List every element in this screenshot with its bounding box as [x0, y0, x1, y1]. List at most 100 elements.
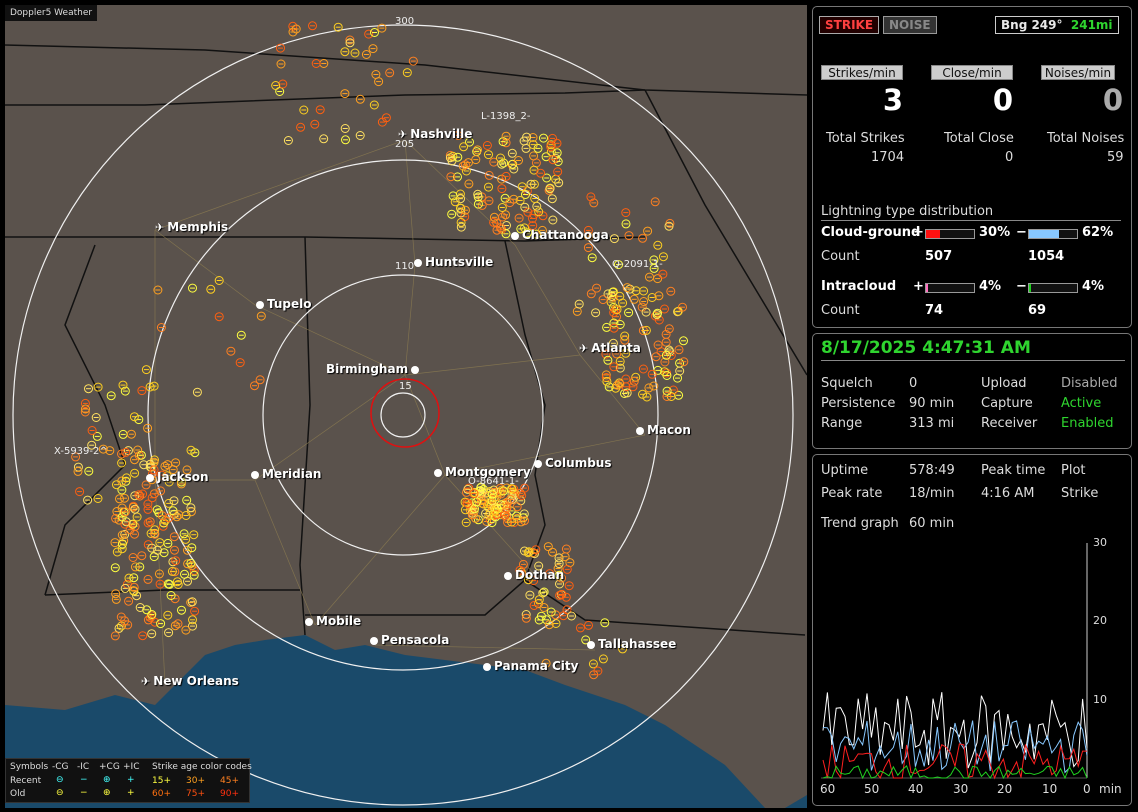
strike-marker-icon — [150, 529, 160, 539]
strike-marker-icon — [114, 623, 124, 633]
noise-button[interactable]: NOISE — [883, 16, 937, 34]
strike-marker-icon — [456, 208, 466, 218]
strike-marker-icon — [598, 654, 608, 664]
city-chattanooga: Chattanooga — [511, 228, 609, 242]
persistence-value: 90 min — [909, 396, 955, 411]
strike-marker-icon — [182, 495, 192, 505]
strike-marker-icon — [111, 589, 121, 599]
strike-marker-icon — [71, 452, 81, 462]
strike-marker-icon — [278, 79, 288, 89]
strike-marker-icon — [186, 503, 196, 513]
strike-marker-icon — [92, 431, 102, 441]
strike-marker-icon — [624, 231, 634, 241]
strike-marker-icon — [653, 308, 662, 318]
strike-marker-icon — [291, 24, 301, 34]
strike-button[interactable]: STRIKE — [819, 16, 880, 34]
storm-cell-label[interactable]: X-5939-2^ — [54, 446, 108, 457]
lightning-map[interactable]: Doppler5 Weather 300 205 110 15 ✈ Nashvil… — [5, 5, 807, 808]
capture-label: Capture — [981, 396, 1033, 411]
strike-marker-icon — [609, 323, 619, 333]
strike-marker-icon — [189, 570, 199, 580]
stats-panel: STRIKE NOISE Bng 249° 241mi Strikes/min … — [812, 6, 1132, 328]
strike-marker-icon — [662, 392, 672, 401]
strike-marker-icon — [603, 355, 613, 365]
strike-marker-icon — [464, 483, 474, 493]
city-dot-icon — [587, 641, 595, 649]
strike-marker-icon — [544, 620, 554, 630]
strike-marker-icon — [609, 362, 619, 372]
airport-icon: ✈ — [155, 221, 165, 234]
strike-marker-icon — [641, 307, 651, 317]
airport-icon: ✈ — [141, 675, 151, 688]
strike-marker-icon — [132, 591, 142, 601]
minus-sign: − — [1016, 225, 1027, 240]
strike-marker-icon — [531, 545, 541, 555]
strike-marker-icon — [143, 574, 153, 584]
strike-marker-icon — [555, 579, 564, 589]
close-range-ring — [370, 378, 440, 448]
plot-value[interactable]: Strike — [1061, 486, 1099, 501]
strike-marker-icon — [187, 543, 197, 553]
strike-marker-icon — [159, 548, 169, 558]
strike-marker-icon — [471, 513, 480, 523]
strike-marker-icon — [345, 38, 355, 48]
strike-marker-icon — [456, 222, 466, 232]
strike-marker-icon — [554, 570, 564, 580]
strike-marker-icon — [147, 493, 157, 503]
strike-marker-icon — [167, 566, 177, 576]
strike-marker-icon — [152, 505, 162, 515]
strike-marker-icon — [541, 658, 551, 668]
strike-marker-icon — [482, 141, 492, 150]
strike-marker-icon — [472, 497, 482, 507]
range-label-15: 15 — [399, 381, 412, 392]
city-nashville: ✈ Nashville — [398, 127, 473, 141]
storm-cell-label[interactable]: Q-2091-1- — [612, 259, 663, 270]
strike-marker-icon — [153, 285, 163, 295]
strike-marker-icon — [583, 243, 593, 253]
strike-marker-icon — [586, 289, 596, 299]
strike-marker-icon — [117, 485, 127, 495]
strike-marker-icon — [487, 489, 497, 499]
storm-cell-label[interactable]: L-1398_2- — [481, 111, 531, 122]
strike-marker-icon — [473, 189, 483, 199]
strike-marker-icon — [650, 197, 660, 207]
strike-marker-icon — [481, 509, 491, 518]
map-title: Doppler5 Weather — [5, 5, 98, 21]
strikes-per-min-value: 3 — [882, 83, 903, 117]
strike-marker-icon — [490, 506, 500, 516]
strike-marker-icon — [126, 429, 136, 439]
strike-marker-icon — [660, 304, 669, 314]
close-per-min-header: Close/min — [931, 65, 1013, 80]
strike-marker-icon — [643, 226, 653, 236]
strike-marker-icon — [188, 615, 197, 625]
strike-marker-icon — [583, 225, 593, 235]
strike-marker-icon — [187, 597, 197, 607]
strike-marker-icon — [528, 140, 538, 150]
strike-marker-icon — [612, 380, 622, 390]
strike-marker-icon — [601, 370, 611, 380]
strike-marker-icon — [226, 346, 236, 356]
strike-marker-icon — [545, 184, 555, 194]
strike-marker-icon — [553, 157, 563, 166]
strike-marker-icon — [653, 240, 663, 250]
strike-marker-icon — [235, 358, 245, 368]
strike-marker-icon — [514, 213, 524, 223]
storm-cell-label[interactable]: O-8641-1- — [468, 476, 519, 487]
total-strikes-value: 1704 — [871, 150, 905, 165]
strike-marker-icon — [561, 592, 571, 602]
strike-marker-icon — [639, 297, 649, 306]
strike-marker-icon — [461, 166, 471, 176]
strike-marker-icon — [124, 596, 134, 606]
strike-marker-icon — [678, 302, 687, 312]
strike-marker-icon — [110, 631, 120, 641]
strike-marker-icon — [658, 269, 668, 279]
strike-marker-icon — [584, 231, 593, 241]
strike-marker-icon — [117, 512, 127, 522]
strike-marker-icon — [562, 564, 572, 574]
strike-marker-icon — [593, 666, 603, 676]
strike-marker-icon — [250, 381, 259, 391]
range-label-110: 110 — [395, 261, 415, 272]
city-dothan: Dothan — [504, 568, 564, 582]
trend-panel: Uptime 578:49 Peak time Plot Peak rate 1… — [812, 454, 1132, 806]
capture-value: Active — [1061, 396, 1102, 411]
